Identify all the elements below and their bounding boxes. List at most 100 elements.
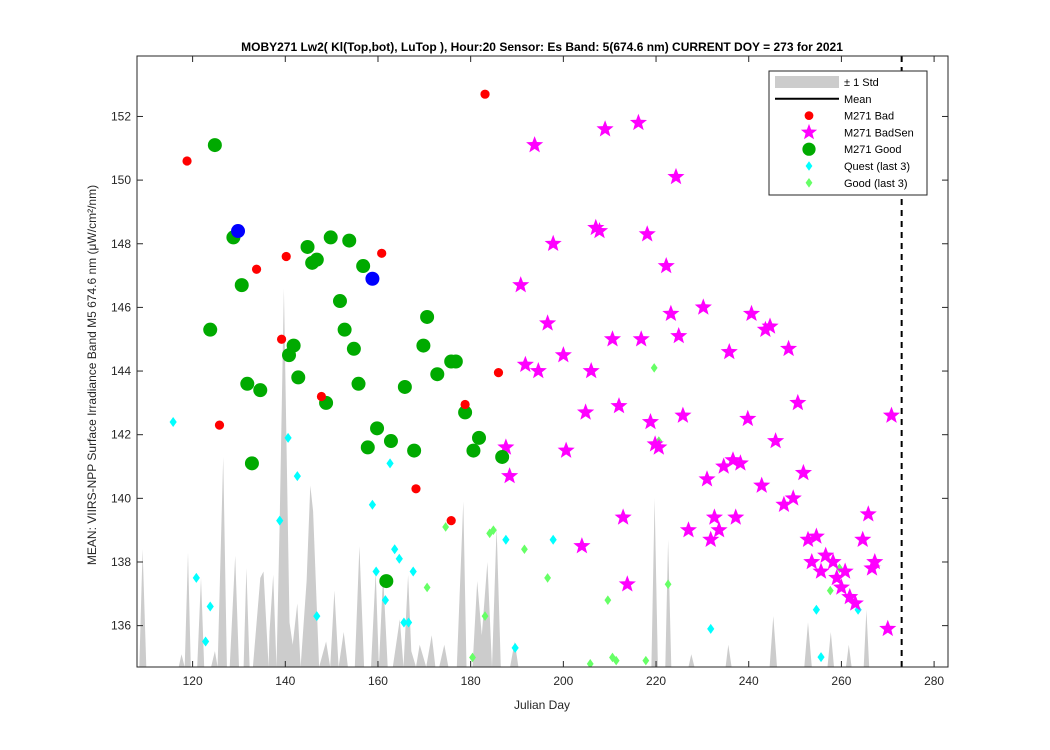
good-last3-point <box>469 652 476 663</box>
legend-entry: ± 1 Std <box>775 76 879 89</box>
quest-point <box>293 471 301 482</box>
badsen-point <box>629 113 647 131</box>
quest-point <box>372 566 380 577</box>
good-point <box>356 259 371 274</box>
quest-point <box>817 652 825 663</box>
badsen-point <box>794 463 812 481</box>
quest-point <box>368 499 377 510</box>
badsen-point <box>603 330 621 347</box>
quest-point <box>812 604 820 615</box>
good-point <box>300 239 315 254</box>
good-point <box>240 376 255 391</box>
badsen-point <box>803 553 821 570</box>
good-point <box>430 367 445 382</box>
std-band-layer <box>139 288 870 667</box>
badsen-point <box>610 397 628 414</box>
series-m271-bad <box>182 89 504 526</box>
badsen-point <box>667 167 685 185</box>
good-point <box>207 138 222 153</box>
badsen-point <box>854 530 872 547</box>
good-last3-point <box>826 585 834 596</box>
good-point <box>383 434 398 449</box>
bad-point <box>460 399 470 410</box>
badsen-point <box>501 467 519 484</box>
x-tick-label: 140 <box>275 674 295 688</box>
good-last3-point <box>489 525 497 535</box>
quest-point <box>192 572 200 583</box>
y-tick-label: 136 <box>111 619 131 633</box>
good-highlight-point <box>231 224 246 239</box>
bad-point <box>411 484 421 494</box>
badsen-point <box>789 393 807 411</box>
good-point <box>466 443 481 458</box>
quest-point <box>313 611 321 622</box>
x-tick-label: 220 <box>646 674 666 688</box>
y-tick-label: 140 <box>111 491 131 505</box>
badsen-point <box>526 136 544 153</box>
good-highlight-point <box>365 271 380 286</box>
good-point <box>379 574 394 589</box>
good-last3-point <box>642 655 650 666</box>
badsen-point <box>557 441 575 458</box>
badsen-point <box>694 298 712 315</box>
badsen-point <box>882 406 900 423</box>
y-tick-label: 142 <box>111 428 131 442</box>
good-point <box>337 322 352 337</box>
badsen-point <box>657 257 675 274</box>
legend-entry: Quest (last 3) <box>805 161 910 173</box>
good-last3-point <box>521 544 528 555</box>
badsen-point <box>587 218 605 236</box>
badsen-point <box>807 527 825 544</box>
quest-point <box>395 553 403 564</box>
legend: ± 1 Std Mean M271 Bad M271 BadSen M271 Good Q… <box>768 70 928 196</box>
bad-point <box>480 89 490 99</box>
bad-point <box>316 391 327 402</box>
badsen-point <box>529 362 547 379</box>
badsen-point <box>828 568 846 586</box>
x-tick-label: 180 <box>461 674 481 688</box>
badsen-point <box>512 276 530 293</box>
badsen-point <box>650 438 668 455</box>
bad-point <box>377 248 387 258</box>
x-tick-label: 160 <box>368 674 388 688</box>
x-tick-label: 200 <box>553 674 573 688</box>
quest-point <box>284 432 292 443</box>
quest-point <box>201 636 210 647</box>
series-m271-badsen <box>497 113 900 637</box>
bad-point <box>182 156 192 166</box>
good-last3-point <box>486 528 494 539</box>
good-last3-point <box>586 659 594 667</box>
badsen-point <box>573 537 591 554</box>
legend-good-swatch <box>802 142 816 156</box>
good-point <box>360 440 375 455</box>
badsen-point <box>817 546 835 563</box>
badsen-point <box>702 530 720 547</box>
legend-std-swatch <box>775 76 839 88</box>
badsen-point <box>859 505 877 522</box>
legend-quest-swatch <box>805 161 813 171</box>
series-m271-good-highlighted- <box>231 224 380 286</box>
badsen-point <box>836 562 854 579</box>
y-tick-label: 144 <box>111 364 131 378</box>
quest-point <box>549 534 557 545</box>
badsen-point <box>767 432 785 449</box>
badsen-point <box>756 320 774 337</box>
badsen-point <box>846 594 864 611</box>
badsen-point <box>582 362 600 379</box>
good-point <box>323 230 338 245</box>
badsen-point <box>731 454 749 471</box>
badsen-point <box>824 553 842 570</box>
badsen-point <box>799 530 817 547</box>
badsen-point <box>784 489 802 506</box>
std-band <box>139 288 870 667</box>
badsen-point <box>727 508 745 525</box>
bad-point <box>214 420 225 430</box>
good-point <box>351 376 366 391</box>
y-tick-label: 148 <box>111 237 131 251</box>
good-last3-point <box>650 363 658 373</box>
badsen-point <box>674 406 692 423</box>
legend-label: Good (last 3) <box>844 178 908 190</box>
good-last3-point <box>612 655 620 666</box>
good-point <box>332 294 347 309</box>
good-last3-point <box>544 573 551 583</box>
